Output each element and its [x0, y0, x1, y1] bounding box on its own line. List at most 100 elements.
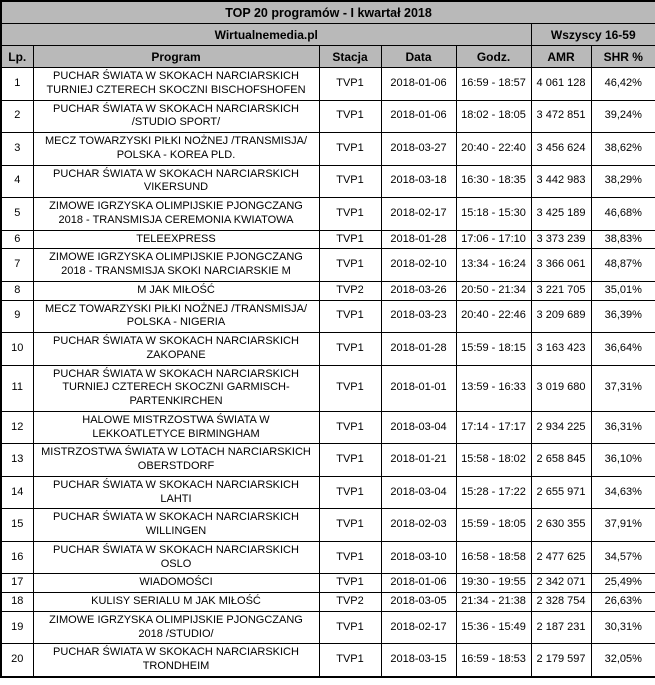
cell-lp: 12 [0, 410, 34, 445]
table-row: 7 ZIMOWE IGRZYSKA OLIMPIJSKIE PJONGCZANG … [0, 248, 655, 282]
cell-stacja: TVP1 [318, 332, 382, 366]
table-row: 6 TELEEXPRESS TVP1 2018-01-28 17:06 - 17:10 3… [0, 229, 655, 250]
cell-program: PUCHAR ŚWIATA W SKOKACH NARCIARSKICH LAH… [32, 475, 320, 510]
cell-stacja: TVP1 [318, 540, 382, 575]
column-header-amr: AMR [530, 45, 592, 68]
cell-stacja: TVP1 [318, 67, 382, 101]
cell-lp: 20 [0, 643, 34, 678]
cell-data: 2018-03-23 [380, 299, 457, 333]
cell-stacja: TVP1 [318, 132, 382, 166]
cell-program: MECZ TOWARZYSKI PIŁKI NOŻNEJ /TRANSMISJA… [32, 132, 320, 166]
audience-label: Wszyscy 16-59 [530, 23, 655, 46]
cell-amr: 4 061 128 [530, 67, 592, 101]
cell-data: 2018-01-21 [380, 443, 457, 477]
cell-godz: 20:40 - 22:46 [455, 299, 532, 333]
cell-lp: 13 [0, 443, 34, 477]
cell-program: PUCHAR ŚWIATA W SKOKACH NARCIARSKICH TUR… [32, 67, 320, 101]
table-header: TOP 20 programów - I kwartał 2018 Wirtua… [0, 0, 655, 68]
cell-data: 2018-01-06 [380, 573, 457, 593]
cell-shr: 32,05% [590, 643, 655, 678]
cell-data: 2018-03-15 [380, 643, 457, 678]
cell-amr: 3 221 705 [530, 280, 592, 301]
cell-shr: 34,57% [590, 540, 655, 575]
cell-program: PUCHAR ŚWIATA W SKOKACH NARCIARSKICH WIL… [32, 508, 320, 542]
cell-amr: 3 442 983 [530, 164, 592, 198]
cell-lp: 6 [0, 229, 34, 250]
cell-lp: 14 [0, 475, 34, 510]
cell-stacja: TVP1 [318, 299, 382, 333]
cell-amr: 3 472 851 [530, 99, 592, 133]
table-row: 2 PUCHAR ŚWIATA W SKOKACH NARCIARSKICH /S… [0, 99, 655, 133]
table-row: 5 ZIMOWE IGRZYSKA OLIMPIJSKIE PJONGCZANG … [0, 197, 655, 231]
column-header-program: Program [32, 45, 320, 68]
cell-amr: 3 366 061 [530, 248, 592, 282]
cell-program: M JAK MIŁOŚĆ [32, 280, 320, 301]
cell-stacja: TVP1 [318, 197, 382, 231]
cell-lp: 2 [0, 99, 34, 133]
column-header-lp: Lp. [0, 45, 34, 68]
cell-shr: 35,01% [590, 280, 655, 301]
cell-stacja: TVP1 [318, 248, 382, 282]
cell-shr: 48,87% [590, 248, 655, 282]
cell-shr: 36,64% [590, 332, 655, 366]
cell-program: HALOWE MISTRZOSTWA ŚWIATA W LEKKOATLETYC… [32, 410, 320, 445]
cell-amr: 3 425 189 [530, 197, 592, 231]
cell-program: ZIMOWE IGRZYSKA OLIMPIJSKIE PJONGCZANG 2… [32, 248, 320, 282]
cell-program: ZIMOWE IGRZYSKA OLIMPIJSKIE PJONGCZANG 2… [32, 610, 320, 645]
cell-stacja: TVP2 [318, 592, 382, 612]
cell-data: 2018-03-26 [380, 280, 457, 301]
cell-lp: 4 [0, 164, 34, 198]
cell-godz: 17:14 - 17:17 [455, 410, 532, 445]
cell-program: PUCHAR ŚWIATA W SKOKACH NARCIARSKICH TUR… [32, 364, 320, 412]
column-header-godz: Godz. [455, 45, 532, 68]
table-row: 4 PUCHAR ŚWIATA W SKOKACH NARCIARSKICH VI… [0, 164, 655, 198]
cell-data: 2018-01-06 [380, 99, 457, 133]
cell-shr: 46,42% [590, 67, 655, 101]
cell-lp: 5 [0, 197, 34, 231]
cell-stacja: TVP1 [318, 573, 382, 593]
cell-lp: 15 [0, 508, 34, 542]
cell-shr: 38,29% [590, 164, 655, 198]
cell-data: 2018-01-01 [380, 364, 457, 412]
cell-shr: 37,31% [590, 364, 655, 412]
cell-lp: 7 [0, 248, 34, 282]
cell-stacja: TVP1 [318, 475, 382, 510]
cell-stacja: TVP1 [318, 443, 382, 477]
cell-lp: 8 [0, 280, 34, 301]
cell-shr: 39,24% [590, 99, 655, 133]
cell-godz: 15:28 - 17:22 [455, 475, 532, 510]
cell-amr: 3 019 680 [530, 364, 592, 412]
cell-amr: 2 328 754 [530, 592, 592, 612]
cell-data: 2018-03-18 [380, 164, 457, 198]
cell-data: 2018-03-27 [380, 132, 457, 166]
cell-data: 2018-01-28 [380, 229, 457, 250]
table-row: 12 HALOWE MISTRZOSTWA ŚWIATA W LEKKOATLET… [0, 410, 655, 445]
cell-godz: 15:36 - 15:49 [455, 610, 532, 645]
cell-amr: 3 209 689 [530, 299, 592, 333]
cell-lp: 19 [0, 610, 34, 645]
table-title: TOP 20 programów - I kwartał 2018 [0, 0, 655, 24]
cell-godz: 21:34 - 21:38 [455, 592, 532, 612]
title-row: TOP 20 programów - I kwartał 2018 [0, 0, 655, 24]
cell-amr: 2 630 355 [530, 508, 592, 542]
table-row: 1 PUCHAR ŚWIATA W SKOKACH NARCIARSKICH TU… [0, 67, 655, 101]
cell-shr: 30,31% [590, 610, 655, 645]
table-row: 15 PUCHAR ŚWIATA W SKOKACH NARCIARSKICH W… [0, 508, 655, 542]
cell-program: PUCHAR ŚWIATA W SKOKACH NARCIARSKICH OSL… [32, 540, 320, 575]
table-row: 3 MECZ TOWARZYSKI PIŁKI NOŻNEJ /TRANSMISJ… [0, 132, 655, 166]
cell-shr: 34,63% [590, 475, 655, 510]
cell-lp: 18 [0, 592, 34, 612]
cell-stacja: TVP1 [318, 643, 382, 678]
table-row: 16 PUCHAR ŚWIATA W SKOKACH NARCIARSKICH O… [0, 540, 655, 575]
cell-amr: 3 373 239 [530, 229, 592, 250]
cell-data: 2018-01-28 [380, 332, 457, 366]
table-row: 10 PUCHAR ŚWIATA W SKOKACH NARCIARSKICH Z… [0, 332, 655, 366]
table-row: 18 KULISY SERIALU M JAK MIŁOŚĆ TVP2 2018-03… [0, 592, 655, 612]
column-header-row: Lp. Program Stacja Data Godz. AMR SHR % [0, 45, 655, 68]
table-row: 13 MISTRZOSTWA ŚWIATA W LOTACH NARCIARSKI… [0, 443, 655, 477]
cell-godz: 15:59 - 18:15 [455, 332, 532, 366]
cell-lp: 10 [0, 332, 34, 366]
cell-godz: 15:18 - 15:30 [455, 197, 532, 231]
cell-amr: 3 456 624 [530, 132, 592, 166]
